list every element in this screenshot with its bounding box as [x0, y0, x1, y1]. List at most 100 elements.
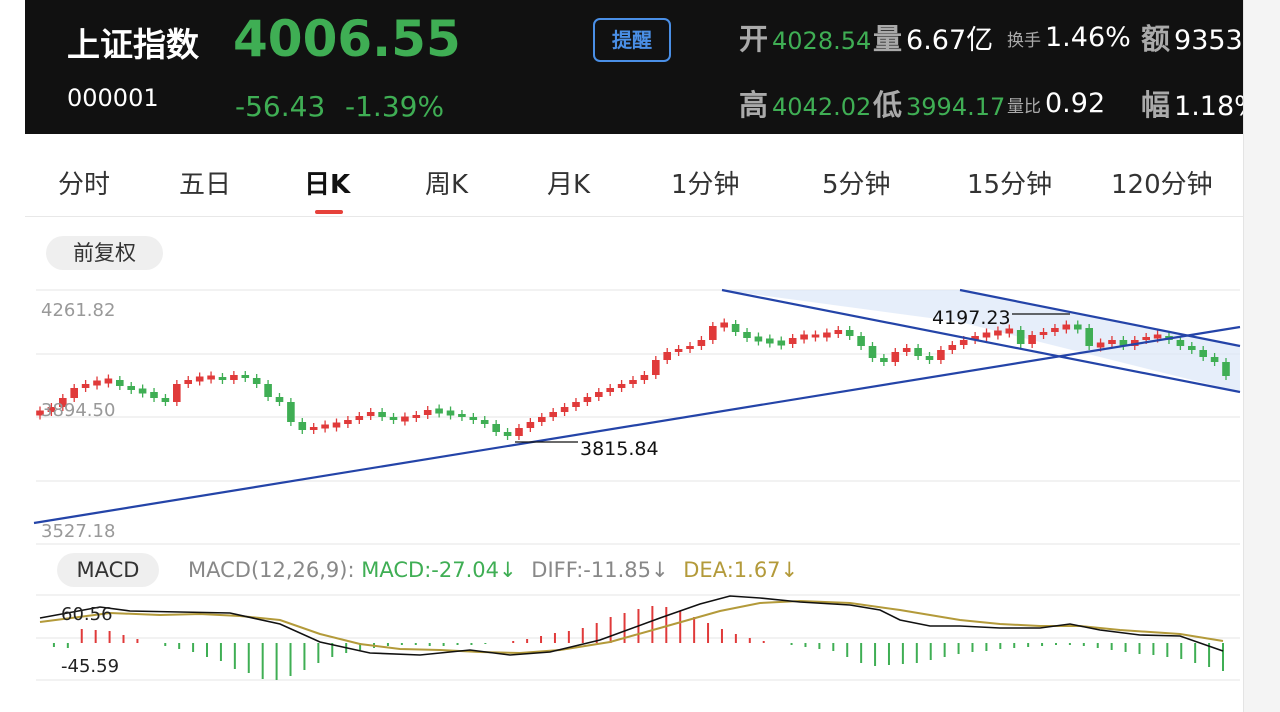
candle-body — [309, 427, 318, 430]
adjust-forward-button[interactable]: 前复权 — [46, 236, 163, 270]
candle-body — [332, 422, 341, 428]
candle-body — [138, 388, 147, 394]
current-price: 4006.55 — [233, 10, 461, 68]
candle-body — [1131, 340, 1139, 346]
candle-body — [241, 375, 250, 378]
candle-body — [914, 348, 922, 356]
candle-body — [275, 397, 284, 402]
macd-indicator-button[interactable]: MACD — [57, 553, 159, 587]
stat-turnover: 换手 1.46% — [1007, 22, 1131, 53]
period-tabs: 分时 五日 日K 周K 月K 1分钟 5分钟 15分钟 120分钟 — [25, 144, 1243, 217]
candle-body — [617, 384, 626, 388]
candle-body — [469, 417, 478, 420]
tab-5min[interactable]: 5分钟 — [822, 170, 891, 200]
candle-body — [321, 424, 329, 429]
tab-120min[interactable]: 120分钟 — [1111, 170, 1213, 200]
candle-body — [959, 340, 968, 345]
candle-body — [538, 417, 546, 422]
macd-top-label: 60.56 — [61, 604, 113, 625]
macd-params: MACD(12,26,9): — [188, 558, 355, 582]
candle-body — [1119, 340, 1128, 346]
dea-value: DEA:1.67 — [683, 558, 781, 582]
quote-header: 上证指数 000001 4006.55 -56.43 -1.39% 提醒 开 40… — [25, 0, 1243, 134]
candle-body — [446, 410, 455, 416]
candle-body — [857, 336, 865, 346]
price-change-percent: -1.39% — [345, 90, 445, 123]
macd-bottom-label: -45.59 — [61, 656, 119, 677]
candle-body — [1176, 340, 1185, 346]
macd-chart: 60.56 -45.59 — [39, 595, 1224, 680]
candle-body — [1142, 337, 1150, 340]
candle-body — [423, 410, 432, 415]
candle-body — [560, 407, 569, 412]
high-marker-label: 4197.23 — [932, 307, 1011, 329]
candle-body — [572, 402, 580, 407]
active-tab-indicator — [315, 210, 343, 214]
candle-body — [355, 416, 364, 420]
candle-body — [629, 380, 637, 384]
candle-body — [70, 388, 78, 398]
candle-body — [1074, 324, 1082, 330]
candle-body — [823, 332, 831, 338]
candle-body — [458, 414, 466, 417]
candle-body — [686, 346, 694, 349]
candle-body — [1028, 335, 1036, 344]
candle-body — [59, 398, 67, 407]
candle-body — [401, 416, 409, 422]
price-label-mid: 3894.50 — [41, 400, 115, 421]
tab-weekly-k[interactable]: 周K — [425, 170, 469, 200]
candle-body — [264, 384, 272, 397]
candle-body — [127, 386, 135, 390]
candle-body — [150, 392, 158, 398]
candle-body — [1199, 350, 1207, 357]
candle-body — [1051, 328, 1059, 332]
right-bezel — [1243, 0, 1280, 712]
candle-body — [252, 378, 261, 384]
candle-body — [777, 340, 786, 346]
candle-body — [515, 428, 523, 436]
tab-minute[interactable]: 分时 — [58, 170, 111, 200]
candle-body — [606, 388, 614, 392]
candle-body — [389, 417, 398, 420]
tab-five-day[interactable]: 五日 — [179, 170, 232, 200]
stat-high: 高 4042.02 — [739, 88, 872, 122]
stat-amplitude: 幅1.18% — [1141, 88, 1243, 122]
candle-body — [492, 424, 500, 432]
dea-line — [39, 599, 1224, 655]
candle-body — [412, 415, 421, 418]
index-name: 上证指数 — [67, 25, 199, 64]
tab-daily-k[interactable]: 日K — [304, 170, 351, 200]
candle-body — [834, 330, 843, 334]
candle-body — [1005, 328, 1014, 334]
candle-body — [526, 422, 535, 428]
tab-monthly-k[interactable]: 月K — [547, 170, 591, 200]
candlestick-series — [36, 318, 1230, 440]
candle-body — [982, 332, 991, 338]
candle-body — [709, 326, 717, 340]
macd-value: MACD:-27.04 — [361, 558, 499, 582]
candle-body — [184, 380, 192, 384]
candle-body — [800, 334, 808, 340]
candle-body — [925, 356, 934, 360]
candle-body — [104, 378, 113, 384]
chart-grid — [36, 289, 1240, 681]
candle-body — [880, 358, 888, 362]
candle-body — [81, 384, 90, 388]
remind-button[interactable]: 提醒 — [593, 18, 671, 62]
channel-upper-line — [959, 288, 1241, 348]
candle-body — [788, 338, 797, 344]
price-label-top: 4261.82 — [41, 300, 115, 321]
diff-line — [39, 595, 1224, 656]
tab-1min[interactable]: 1分钟 — [671, 170, 740, 200]
candle-body — [1188, 346, 1196, 350]
candle-body — [480, 420, 489, 424]
candle-body — [902, 348, 911, 352]
candle-body — [720, 322, 728, 328]
left-bezel — [0, 0, 25, 712]
candle-body — [766, 338, 774, 344]
candle-body — [891, 352, 900, 362]
candle-body — [1165, 336, 1173, 340]
tab-15min[interactable]: 15分钟 — [967, 170, 1053, 200]
candle-body — [344, 420, 352, 424]
candle-body — [948, 345, 957, 350]
